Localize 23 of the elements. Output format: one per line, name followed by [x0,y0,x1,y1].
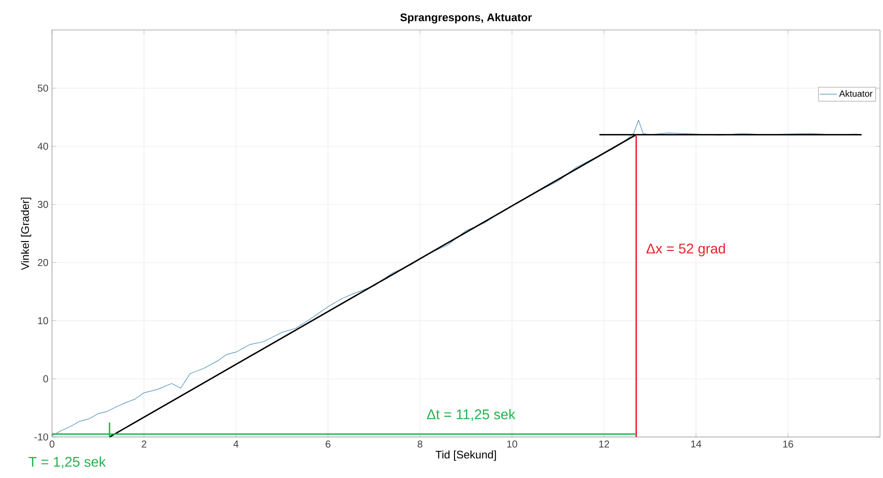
annotation: Δx = 52 grad [646,243,725,256]
legend-label: Aktuator [839,90,873,97]
y-tick-label: 20 [38,259,48,266]
x-tick-label: 2 [142,440,146,448]
y-tick-label: 40 [38,142,48,150]
y-tick-label: 0 [43,375,48,382]
x-tick-label: 6 [326,440,330,448]
text: T = 1,25 sek [28,456,106,468]
chart-title: Sprangrespons, Aktuator [400,13,532,24]
y-tick-label: -10 [34,433,48,441]
x-tick-label: 10 [507,440,518,448]
x-tick-label: 4 [233,440,238,448]
x-tick-label: 8 [418,440,422,448]
y-tick-label: 50 [38,84,48,92]
x-axis-title: Tid [Sekund] [436,450,496,461]
y-axis-title: Vinkel [Grader] [20,198,32,270]
annotation: Δt = 11,25 sek [426,409,516,421]
x-tick-label: 14 [691,440,702,448]
x-tick-label: 0 [50,440,54,448]
x-tick-label: 16 [783,440,794,448]
x-tick-label: 12 [599,440,610,448]
y-tick-label: 30 [38,200,48,208]
y-tick-label: 10 [38,317,48,324]
